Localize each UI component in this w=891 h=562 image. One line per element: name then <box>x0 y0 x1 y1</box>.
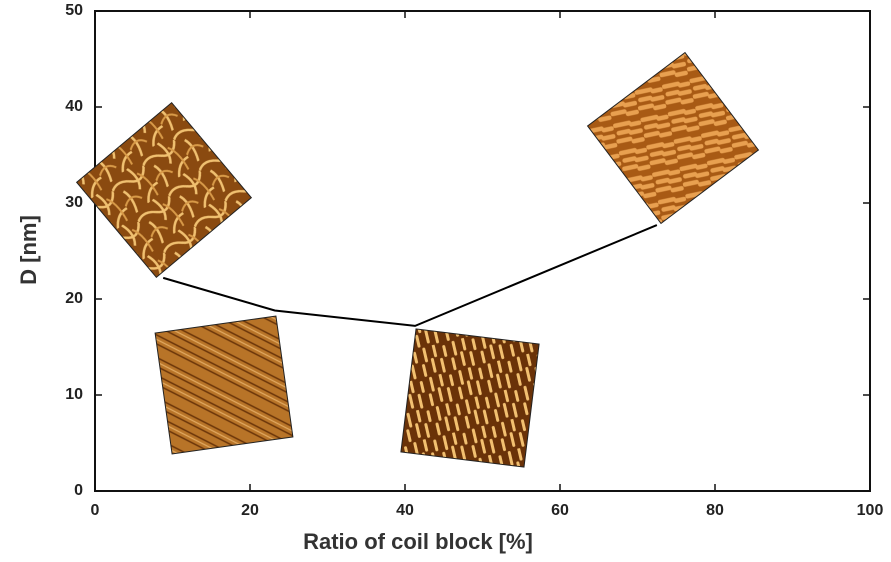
x-tick-label: 0 <box>91 502 100 519</box>
x-tick-label: 80 <box>706 502 724 519</box>
x-tick-label: 60 <box>551 502 569 519</box>
data-line <box>162 224 658 327</box>
y-tick-label: 0 <box>74 482 83 499</box>
plot-area: 0 20 40 60 80 100 0 10 20 30 40 50 <box>65 2 883 519</box>
axes-frame <box>94 10 871 492</box>
x-tick-label: 20 <box>241 502 259 519</box>
y-axis-title: D [nm] <box>16 215 41 285</box>
x-tick-label: 40 <box>396 502 414 519</box>
afm-image <box>586 51 760 225</box>
x-tick-label: 100 <box>857 502 884 519</box>
y-tick-label: 20 <box>65 290 83 307</box>
y-tick-label: 40 <box>65 98 83 115</box>
afm-image <box>400 328 540 468</box>
inset-images <box>75 51 760 468</box>
y-tick-label: 50 <box>65 2 83 19</box>
afm-image <box>154 315 294 455</box>
x-axis-title: Ratio of coil block [%] <box>303 529 533 554</box>
afm-image <box>75 101 253 279</box>
y-tick-label: 10 <box>65 386 83 403</box>
y-tick-label: 30 <box>65 194 83 211</box>
